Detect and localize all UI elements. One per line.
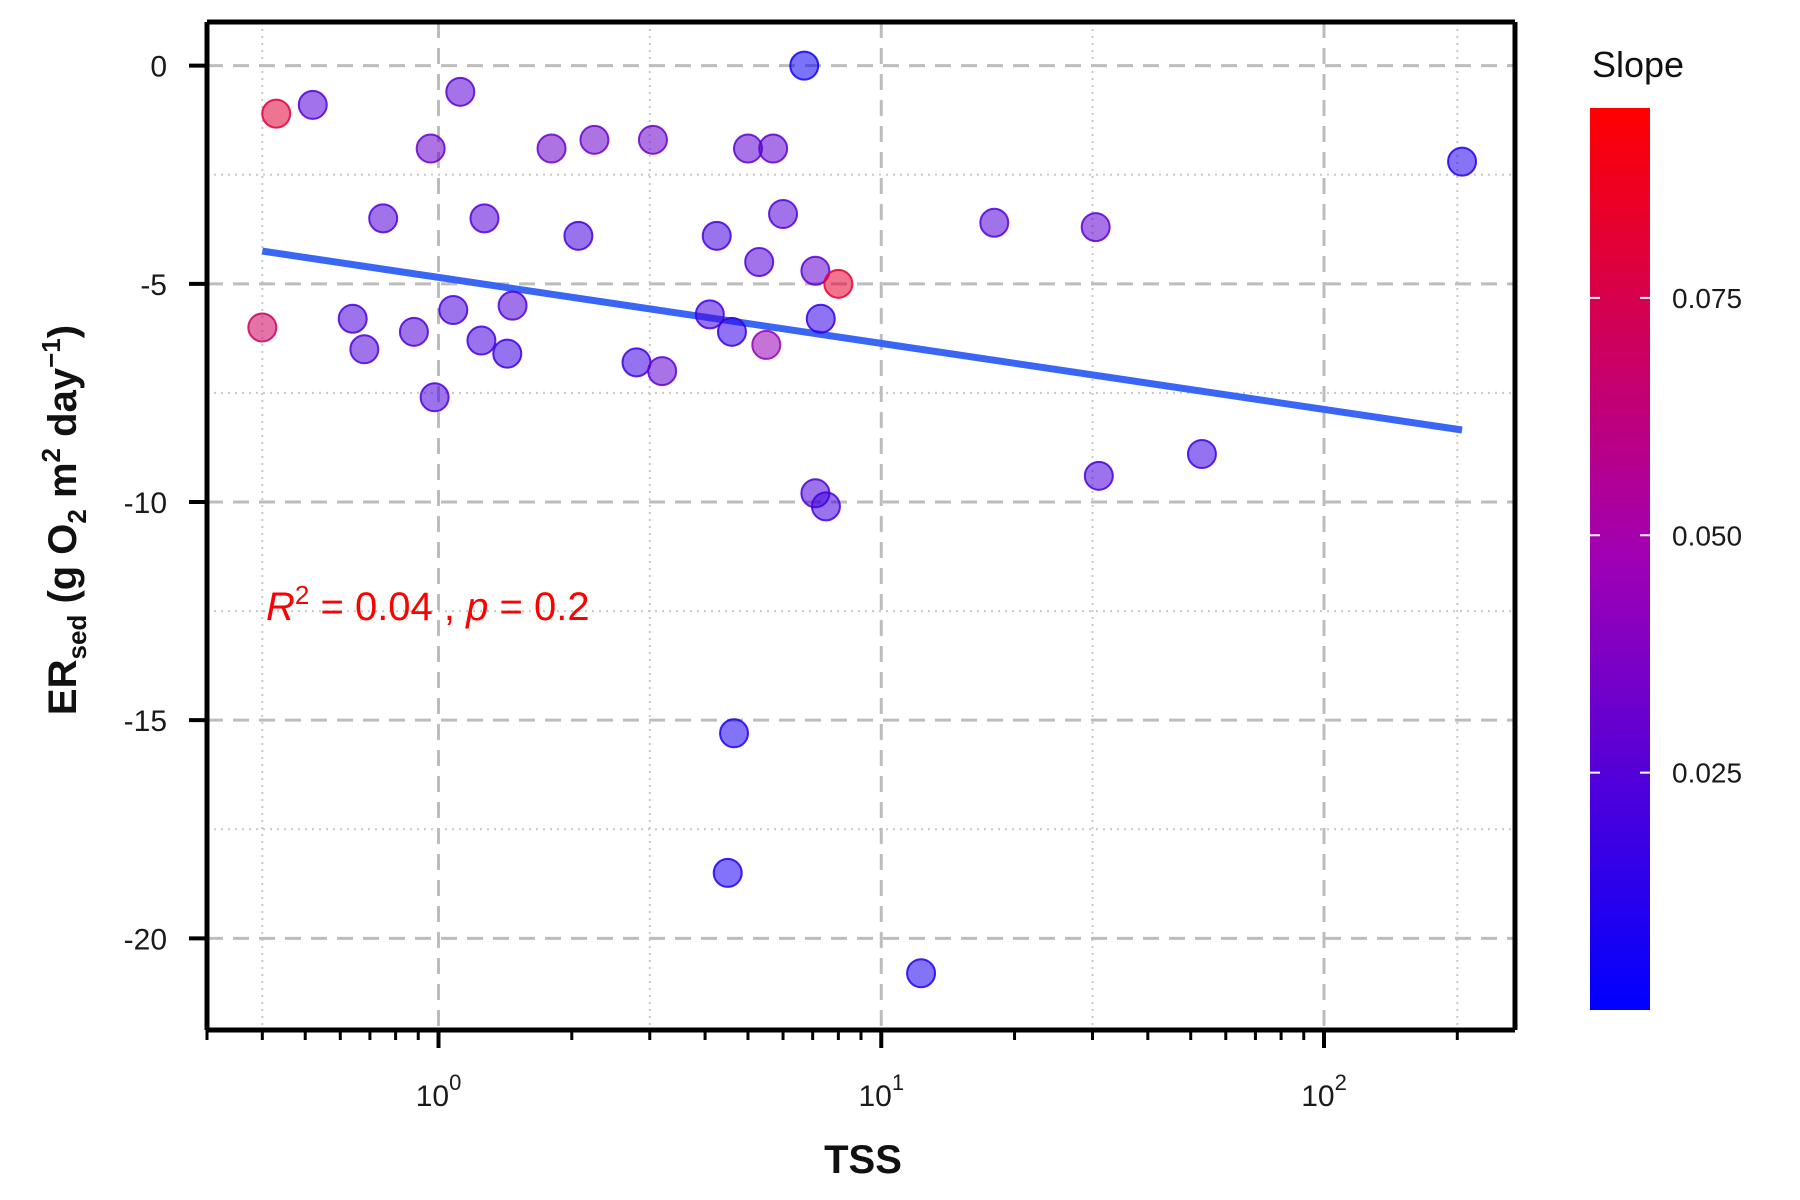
r-symbol: R bbox=[266, 585, 295, 629]
data-point bbox=[716, 316, 747, 347]
points bbox=[247, 50, 1478, 989]
r-exponent: 2 bbox=[295, 580, 309, 610]
p-symbol: p bbox=[465, 585, 488, 629]
data-point bbox=[637, 124, 668, 155]
data-point bbox=[712, 857, 743, 888]
data-point bbox=[492, 338, 523, 369]
fit-line-group bbox=[261, 247, 1463, 434]
data-point bbox=[768, 199, 799, 229]
y-axis-title: ERsed (g O2 m2 day−1) bbox=[36, 325, 92, 715]
data-point bbox=[621, 347, 652, 378]
data-point bbox=[261, 98, 292, 129]
x-tick-label: 100 bbox=[416, 1070, 462, 1113]
p-value: = 0.2 bbox=[488, 585, 589, 629]
data-point bbox=[1186, 439, 1217, 469]
data-point bbox=[789, 50, 820, 81]
colorbar-title: Slope bbox=[1592, 44, 1684, 85]
data-point bbox=[647, 356, 678, 387]
colorbar-tick-label: 0.050 bbox=[1672, 520, 1742, 551]
data-point bbox=[497, 290, 528, 321]
x-tick-label: 102 bbox=[1301, 1070, 1347, 1113]
data-point bbox=[1447, 146, 1478, 177]
colorbar-tick-label: 0.025 bbox=[1672, 758, 1742, 789]
data-point bbox=[438, 295, 469, 325]
data-point bbox=[419, 382, 450, 413]
data-point bbox=[719, 718, 750, 749]
data-point bbox=[906, 958, 937, 989]
data-point bbox=[337, 303, 368, 334]
data-point bbox=[810, 491, 841, 522]
stats-annotation: R2 = 0.04 , p = 0.2 bbox=[266, 580, 590, 629]
grid bbox=[207, 22, 1515, 1030]
data-point bbox=[297, 89, 328, 120]
data-point bbox=[469, 203, 500, 234]
y-tick-label: -15 bbox=[124, 705, 167, 738]
regression-line bbox=[261, 247, 1463, 434]
colorbar-tick-label: 0.075 bbox=[1672, 283, 1742, 314]
data-point bbox=[758, 133, 789, 164]
data-point bbox=[800, 255, 831, 286]
data-point bbox=[398, 316, 429, 347]
data-point bbox=[823, 268, 854, 299]
r-value: = 0.04 , bbox=[309, 585, 466, 629]
colorbar-gradient bbox=[1590, 108, 1650, 1010]
data-point bbox=[466, 325, 497, 356]
colorbar: Slope 0.025 0.050 0.075 bbox=[1590, 44, 1742, 1010]
data-point bbox=[368, 203, 399, 234]
x-axis-title: TSS bbox=[824, 1138, 902, 1182]
data-point bbox=[744, 247, 775, 277]
data-point bbox=[445, 76, 476, 107]
axes: 0 -5 -10 -15 -20 100 101 102 bbox=[124, 19, 1518, 1113]
data-point bbox=[247, 312, 278, 343]
data-point bbox=[415, 133, 446, 164]
data-point bbox=[349, 334, 380, 365]
data-point bbox=[701, 220, 732, 251]
y-tick-label: -20 bbox=[124, 923, 167, 956]
data-point bbox=[563, 220, 594, 251]
data-point bbox=[979, 207, 1010, 238]
data-point bbox=[1083, 460, 1114, 491]
data-point bbox=[1080, 212, 1111, 243]
data-point bbox=[751, 329, 782, 360]
data-point bbox=[536, 133, 567, 164]
data-point bbox=[579, 124, 610, 155]
y-tick-label: -10 bbox=[124, 487, 167, 520]
data-point bbox=[805, 303, 836, 334]
data-point bbox=[694, 299, 725, 330]
y-tick-label: -5 bbox=[140, 269, 167, 302]
x-tick-label: 101 bbox=[858, 1070, 904, 1113]
y-tick-label: 0 bbox=[150, 51, 167, 84]
data-point bbox=[732, 133, 763, 164]
